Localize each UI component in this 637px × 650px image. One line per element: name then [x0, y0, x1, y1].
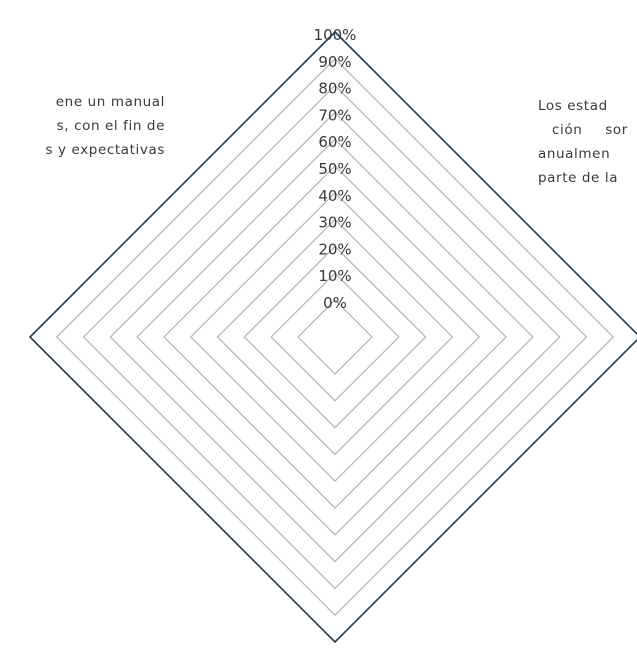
radar-outer-frame	[28, 30, 637, 644]
radial-tick-label: 100%	[314, 26, 357, 44]
radial-tick-label: 90%	[318, 53, 351, 71]
radar-grid-ring	[55, 57, 615, 617]
axis-label-right-line-1: Los estad	[538, 98, 608, 114]
radial-tick-label: 20%	[318, 240, 351, 258]
radial-tick-label: 30%	[318, 214, 351, 232]
axis-label-left-line-1: ene un manual	[55, 94, 165, 110]
radar-grid-ring	[297, 299, 373, 375]
axis-label-left-line-3: s y expectativas	[45, 142, 165, 158]
axis-label-right-line-2: ción sor	[552, 122, 628, 138]
radar-grid-ring	[189, 191, 481, 483]
radar-grid	[55, 57, 615, 617]
radial-tick-label: 70%	[318, 106, 351, 124]
radar-grid-ring	[109, 111, 561, 563]
axis-label-right-line-3: anualmen	[538, 146, 611, 162]
axis-label-left-line-2: s, con el fin de	[56, 118, 165, 134]
radar-grid-ring	[270, 272, 400, 402]
radial-tick-label: 50%	[318, 160, 351, 178]
radial-tick-labels: 0% 10% 20% 30% 40% 50% 60% 70% 80% 90% 100%	[314, 26, 357, 312]
radar-grid-ring	[243, 245, 427, 429]
radial-tick-label: 80%	[318, 80, 351, 98]
radial-tick-label: 60%	[318, 133, 351, 151]
radar-grid-ring	[136, 138, 534, 536]
axis-label-right-line-4: parte de la	[538, 170, 619, 186]
radar-grid-ring	[163, 165, 507, 509]
radial-tick-label: 10%	[318, 267, 351, 285]
axis-label-right: Los estad ción sor anualmen parte de la	[538, 94, 628, 190]
radial-tick-label: 0%	[323, 294, 347, 312]
radial-tick-label: 40%	[318, 187, 351, 205]
radar-grid-ring	[216, 218, 454, 456]
radar-outer-ring	[28, 30, 637, 644]
axis-label-left: ene un manual s, con el fin de s y expec…	[46, 90, 165, 162]
radar-grid-ring	[82, 84, 588, 590]
